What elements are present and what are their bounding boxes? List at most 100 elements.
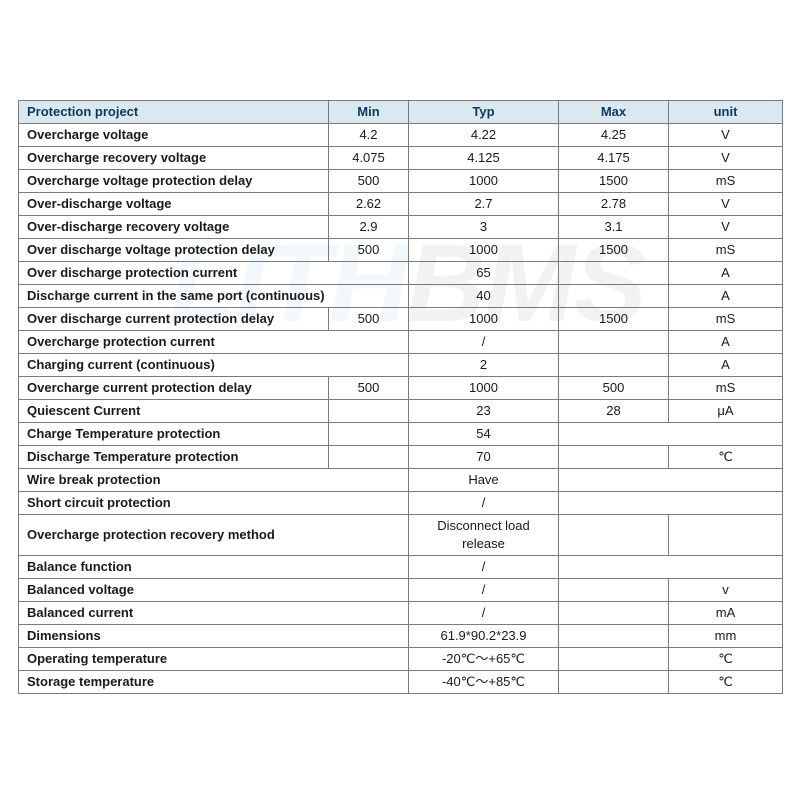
cell-typ: 2 [409,354,559,377]
cell-typ: / [409,492,559,515]
row-label: Balanced current [19,602,409,625]
cell-max-unit [559,469,783,492]
table-row: Balanced current/mA [19,602,783,625]
row-label: Discharge Temperature protection [19,446,329,469]
cell-max: 4.25 [559,124,669,147]
cell-unit: V [669,147,783,170]
table-row: Balance function/ [19,556,783,579]
cell-unit: A [669,285,783,308]
table-row: Over discharge current protection delay5… [19,308,783,331]
table-row: Over-discharge voltage2.622.72.78V [19,193,783,216]
row-label: Storage temperature [19,671,409,694]
cell-typ: 23 [409,400,559,423]
row-label: Overcharge protection current [19,331,409,354]
cell-unit: A [669,331,783,354]
row-label: Balance function [19,556,409,579]
table-row: Overcharge voltage4.24.224.25V [19,124,783,147]
cell-unit: mS [669,308,783,331]
cell-unit: v [669,579,783,602]
cell-min [329,423,409,446]
cell-typ: 2.7 [409,193,559,216]
row-label: Quiescent Current [19,400,329,423]
cell-min: 4.2 [329,124,409,147]
table-row: Over discharge protection current65 A [19,262,783,285]
cell-typ: / [409,556,559,579]
row-label: Operating temperature [19,648,409,671]
col-header-typ: Typ [409,101,559,124]
spec-table: Protection project Min Typ Max unit Over… [18,100,783,694]
table-row: Overcharge voltage protection delay50010… [19,170,783,193]
cell-unit: V [669,124,783,147]
col-header-project: Protection project [19,101,329,124]
cell-typ: 65 [409,262,559,285]
row-label: Dimensions [19,625,409,648]
row-label: Overcharge protection recovery method [19,515,409,556]
cell-max [559,285,669,308]
row-label: Short circuit protection [19,492,409,515]
cell-typ: Disconnect load release [409,515,559,556]
cell-typ: 3 [409,216,559,239]
cell-min: 4.075 [329,147,409,170]
cell-unit: ℃ [669,671,783,694]
cell-unit: V [669,216,783,239]
cell-max [559,579,669,602]
table-row: Storage temperature-40℃～+85℃℃ [19,671,783,694]
row-label: Charging current (continuous) [19,354,409,377]
cell-typ: 54 [409,423,559,446]
table-row: Wire break protectionHave [19,469,783,492]
cell-max: 1500 [559,239,669,262]
cell-max [559,354,669,377]
table-row: Overcharge protection recovery methodDis… [19,515,783,556]
cell-max [559,446,669,469]
cell-typ: / [409,331,559,354]
table-row: Over discharge voltage protection delay5… [19,239,783,262]
cell-typ: 4.22 [409,124,559,147]
cell-max-unit [559,556,783,579]
col-header-unit: unit [669,101,783,124]
cell-max [559,648,669,671]
cell-unit [669,515,783,556]
table-row: Dimensions61.9*90.2*23.9mm [19,625,783,648]
cell-typ: 1000 [409,239,559,262]
cell-max: 2.78 [559,193,669,216]
cell-max [559,515,669,556]
cell-min: 500 [329,377,409,400]
table-row: Short circuit protection/ [19,492,783,515]
table-row: Discharge Temperature protection70℃ [19,446,783,469]
cell-min: 2.62 [329,193,409,216]
cell-max-unit [559,423,783,446]
row-label: Over discharge protection current [19,262,409,285]
cell-typ: / [409,579,559,602]
table-row: Quiescent Current2328μA [19,400,783,423]
row-label: Over-discharge recovery voltage [19,216,329,239]
cell-max [559,602,669,625]
row-label: Over-discharge voltage [19,193,329,216]
cell-unit: mA [669,602,783,625]
col-header-min: Min [329,101,409,124]
cell-max [559,671,669,694]
table-row: Operating temperature-20℃～+65℃℃ [19,648,783,671]
col-header-max: Max [559,101,669,124]
cell-unit: A [669,262,783,285]
cell-min [329,400,409,423]
cell-unit: mm [669,625,783,648]
cell-max: 28 [559,400,669,423]
cell-min: 500 [329,170,409,193]
cell-unit: ℃ [669,446,783,469]
table-row: Discharge current in the same port (cont… [19,285,783,308]
row-label: Overcharge voltage [19,124,329,147]
cell-max: 500 [559,377,669,400]
cell-typ: 1000 [409,170,559,193]
cell-max [559,331,669,354]
table-row: Charging current (continuous)2A [19,354,783,377]
cell-max: 1500 [559,308,669,331]
cell-unit: mS [669,377,783,400]
row-label: Charge Temperature protection [19,423,329,446]
cell-max: 1500 [559,170,669,193]
cell-typ: Have [409,469,559,492]
cell-max: 4.175 [559,147,669,170]
cell-unit: V [669,193,783,216]
cell-typ: 1000 [409,377,559,400]
cell-min: 500 [329,308,409,331]
cell-typ: 40 [409,285,559,308]
